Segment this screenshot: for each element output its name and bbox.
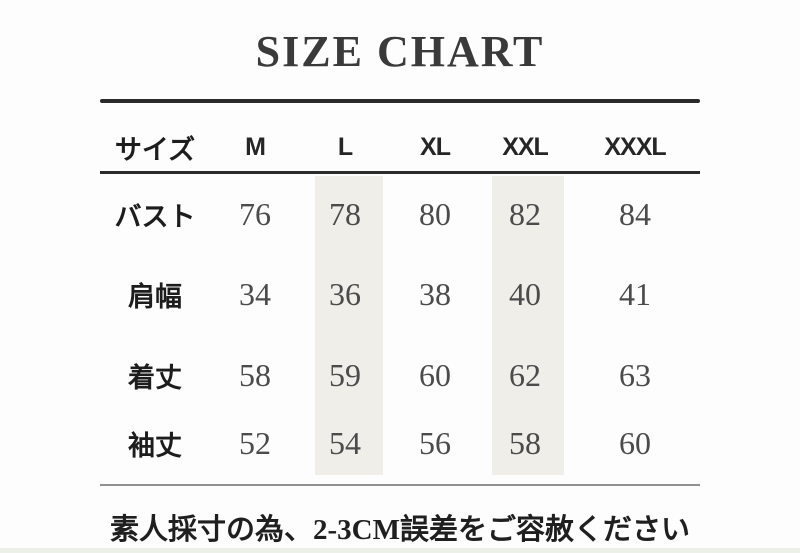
table-cell: 56 xyxy=(419,425,451,461)
table-cell: 76 xyxy=(239,195,271,232)
table-header-row: サイズ M L XL XXL XXXL xyxy=(100,122,700,172)
header-divider xyxy=(100,171,700,174)
table-cell: 78 xyxy=(329,195,361,232)
highlight-band-xxl-column xyxy=(492,176,564,475)
table-cell: 54 xyxy=(329,425,361,461)
table-cell: 59 xyxy=(329,357,361,393)
column-header-l: L xyxy=(337,132,353,161)
page-title: SIZE CHART xyxy=(255,27,545,76)
column-header-size: サイズ xyxy=(114,134,196,165)
table-cell: 41 xyxy=(619,276,651,312)
table-cell: 36 xyxy=(329,276,361,312)
table-cell: 40 xyxy=(509,276,541,312)
footer-note: 素人採寸の為、2-3CM誤差をご容赦ください xyxy=(110,514,690,546)
table-cell: 63 xyxy=(619,357,651,393)
row-label-length: 着丈 xyxy=(128,363,182,393)
table-body: バスト 76 78 80 82 84 肩幅 34 36 38 40 41 着丈 … xyxy=(100,176,700,473)
column-header-xl: XL xyxy=(420,132,451,161)
column-header-m: M xyxy=(245,132,266,161)
highlight-band-l-column xyxy=(315,176,383,475)
row-label-bust: バスト xyxy=(114,201,196,232)
table-cell: 60 xyxy=(419,357,451,393)
table-cell: 62 xyxy=(509,357,541,393)
bottom-edge-band xyxy=(0,548,800,553)
bottom-divider xyxy=(100,484,700,486)
table-cell: 84 xyxy=(619,195,651,232)
table-cell: 60 xyxy=(619,425,651,461)
table-cell: 34 xyxy=(239,276,271,312)
row-label-shoulder: 肩幅 xyxy=(128,282,182,312)
column-header-xxl: XXL xyxy=(502,132,549,161)
row-label-sleeve: 袖丈 xyxy=(128,431,182,461)
table-cell: 80 xyxy=(419,195,451,232)
table-cell: 58 xyxy=(239,357,271,393)
table-cell: 58 xyxy=(509,425,541,461)
table-cell: 82 xyxy=(509,195,541,232)
column-header-xxxl: XXXL xyxy=(604,132,666,161)
table-cell: 52 xyxy=(239,425,271,461)
top-divider xyxy=(100,99,700,103)
table-cell: 38 xyxy=(419,276,451,312)
